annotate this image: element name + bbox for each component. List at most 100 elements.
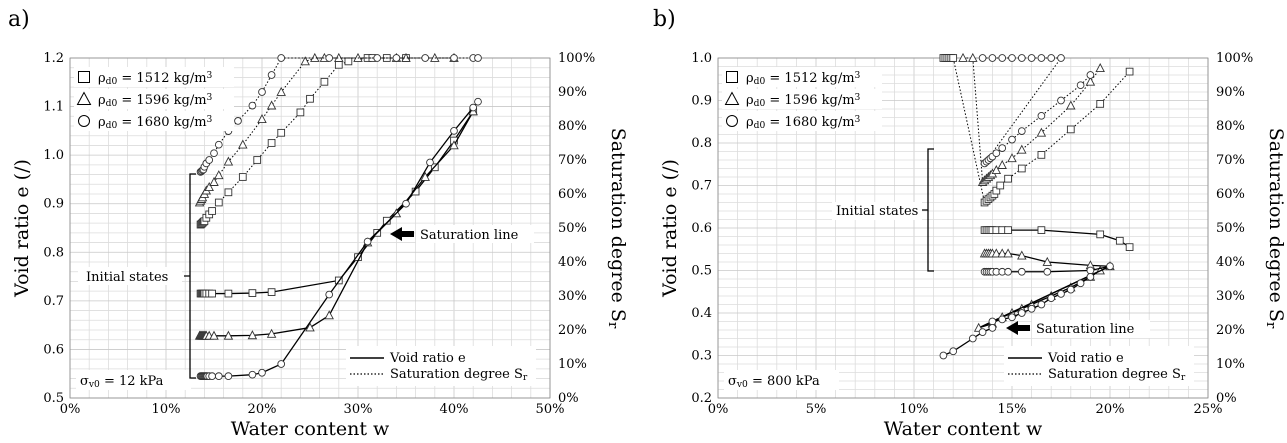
saturation-point	[210, 149, 218, 158]
void-ratio-point	[420, 171, 430, 181]
saturation-point	[392, 54, 401, 62]
saturation-point	[998, 144, 1007, 152]
y-axis-label: Void ratio e (/)	[11, 159, 33, 298]
void-ratio-point	[1017, 250, 1027, 260]
void-ratio-point	[1017, 309, 1026, 317]
bracket	[922, 148, 934, 272]
void-ratio-point	[1057, 290, 1065, 298]
saturation-point	[204, 182, 214, 192]
saturation-point	[949, 54, 958, 62]
saturation-point	[238, 173, 247, 181]
saturation-point	[1017, 54, 1026, 62]
legend-line-label: Void ratio e	[1047, 351, 1124, 366]
saturation-point	[276, 86, 286, 96]
x-axis-label: Water content w	[884, 418, 1043, 440]
series-square	[939, 54, 1134, 251]
y2-tick-label: 0%	[1216, 391, 1237, 406]
saturation-point	[991, 165, 1002, 175]
saturation-point	[1086, 71, 1095, 79]
series-circle	[978, 54, 1114, 326]
saturation-point	[1057, 96, 1065, 105]
saturation-line-label: Saturation line	[420, 228, 519, 243]
saturation-point	[1057, 54, 1065, 62]
void-ratio-point	[214, 372, 223, 380]
saturation-point	[1008, 135, 1016, 144]
saturation-point	[300, 56, 310, 66]
x-tick-label: 0%	[60, 402, 81, 417]
void-ratio-point	[1086, 273, 1095, 281]
saturation-line	[982, 57, 1091, 164]
y2-tick-label: 80%	[558, 119, 587, 134]
void-ratio-point	[267, 288, 276, 296]
y2-tick-label: 50%	[558, 221, 587, 236]
void-ratio-point	[1115, 236, 1124, 245]
saturation-point	[1037, 54, 1046, 62]
void-ratio-point	[978, 328, 987, 336]
saturation-point	[334, 60, 343, 69]
saturation-point	[992, 186, 1001, 195]
saturation-point	[992, 149, 1001, 158]
saturation-point	[267, 71, 276, 79]
saturation-point	[996, 181, 1005, 190]
void-ratio-point	[939, 351, 948, 360]
void-ratio-point	[325, 290, 334, 299]
y2-tick-label: 100%	[558, 51, 595, 66]
void-ratio-point	[209, 330, 219, 340]
stress-label-bg	[76, 370, 191, 390]
annotation-initial-states-a: Initial states	[78, 173, 196, 379]
saturation-point	[214, 140, 223, 149]
void-ratio-point	[1017, 267, 1026, 276]
saturation-point	[1007, 153, 1017, 163]
x-tick-label: 20%	[248, 402, 277, 417]
saturation-point	[421, 54, 430, 62]
void-ratio-point	[997, 248, 1007, 258]
y-tick-label: 0.9	[43, 197, 64, 212]
annotation-saturation-b: Saturation line	[1006, 320, 1150, 338]
y-axis-label: Void ratio e (/)	[659, 159, 681, 298]
y-tick-label: 1.2	[43, 51, 64, 66]
y2-axis-label: Saturation degree Sr	[605, 128, 629, 329]
saturation-point	[1076, 81, 1085, 90]
void-ratio-point	[1004, 226, 1012, 234]
saturation-point	[248, 101, 257, 110]
initial-states-label: Initial states	[836, 204, 918, 219]
legend-line-label: Void ratio e	[389, 351, 466, 366]
legend-entry-label: ρd0 = 1596 kg/m3	[98, 93, 213, 109]
saturation-point	[214, 198, 223, 207]
saturation-point	[1004, 174, 1012, 183]
legend-marker-square	[78, 71, 90, 83]
panel-label: a)	[8, 7, 30, 32]
y-tick-label: 0.5	[691, 264, 712, 279]
saturation-line	[963, 57, 1101, 184]
y-tick-label: 0.4	[691, 306, 712, 321]
legend-bg	[346, 346, 536, 386]
arrow-icon	[390, 227, 414, 241]
void-ratio-point	[474, 97, 482, 106]
saturation-point	[998, 54, 1007, 62]
saturation-point	[978, 54, 987, 62]
void-ratio-point	[266, 328, 277, 338]
y-tick-label: 0.9	[691, 94, 712, 109]
saturation-point	[450, 54, 458, 62]
saturation-point	[253, 156, 262, 164]
y-tick-label: 0.6	[43, 342, 64, 357]
saturation-line	[943, 57, 1130, 204]
y2-axis-label: Saturation degree Sr	[1263, 128, 1287, 329]
saturation-point	[277, 54, 286, 62]
bracket	[184, 173, 196, 379]
saturation-point	[257, 114, 267, 124]
legend-line-label: Saturation degree Sr	[1048, 367, 1186, 383]
y2-tick-label: 30%	[1216, 289, 1245, 304]
panel-b: 0% 5% 10% 15% 20% 25% 0.2 0.3 0.4 0.5 0.6 0.7 0.8 0.9…	[653, 7, 1287, 440]
void-ratio-point	[1004, 267, 1012, 276]
void-ratio-point	[1066, 285, 1075, 294]
legend-entry-label: ρd0 = 1596 kg/m3	[746, 93, 861, 109]
void-ratio-point	[991, 248, 1002, 258]
y-tick-label: 0.3	[691, 349, 712, 364]
void-ratio-point	[1043, 267, 1052, 276]
y2-tick-label: 10%	[558, 357, 587, 372]
void-ratio-point	[1106, 262, 1114, 271]
